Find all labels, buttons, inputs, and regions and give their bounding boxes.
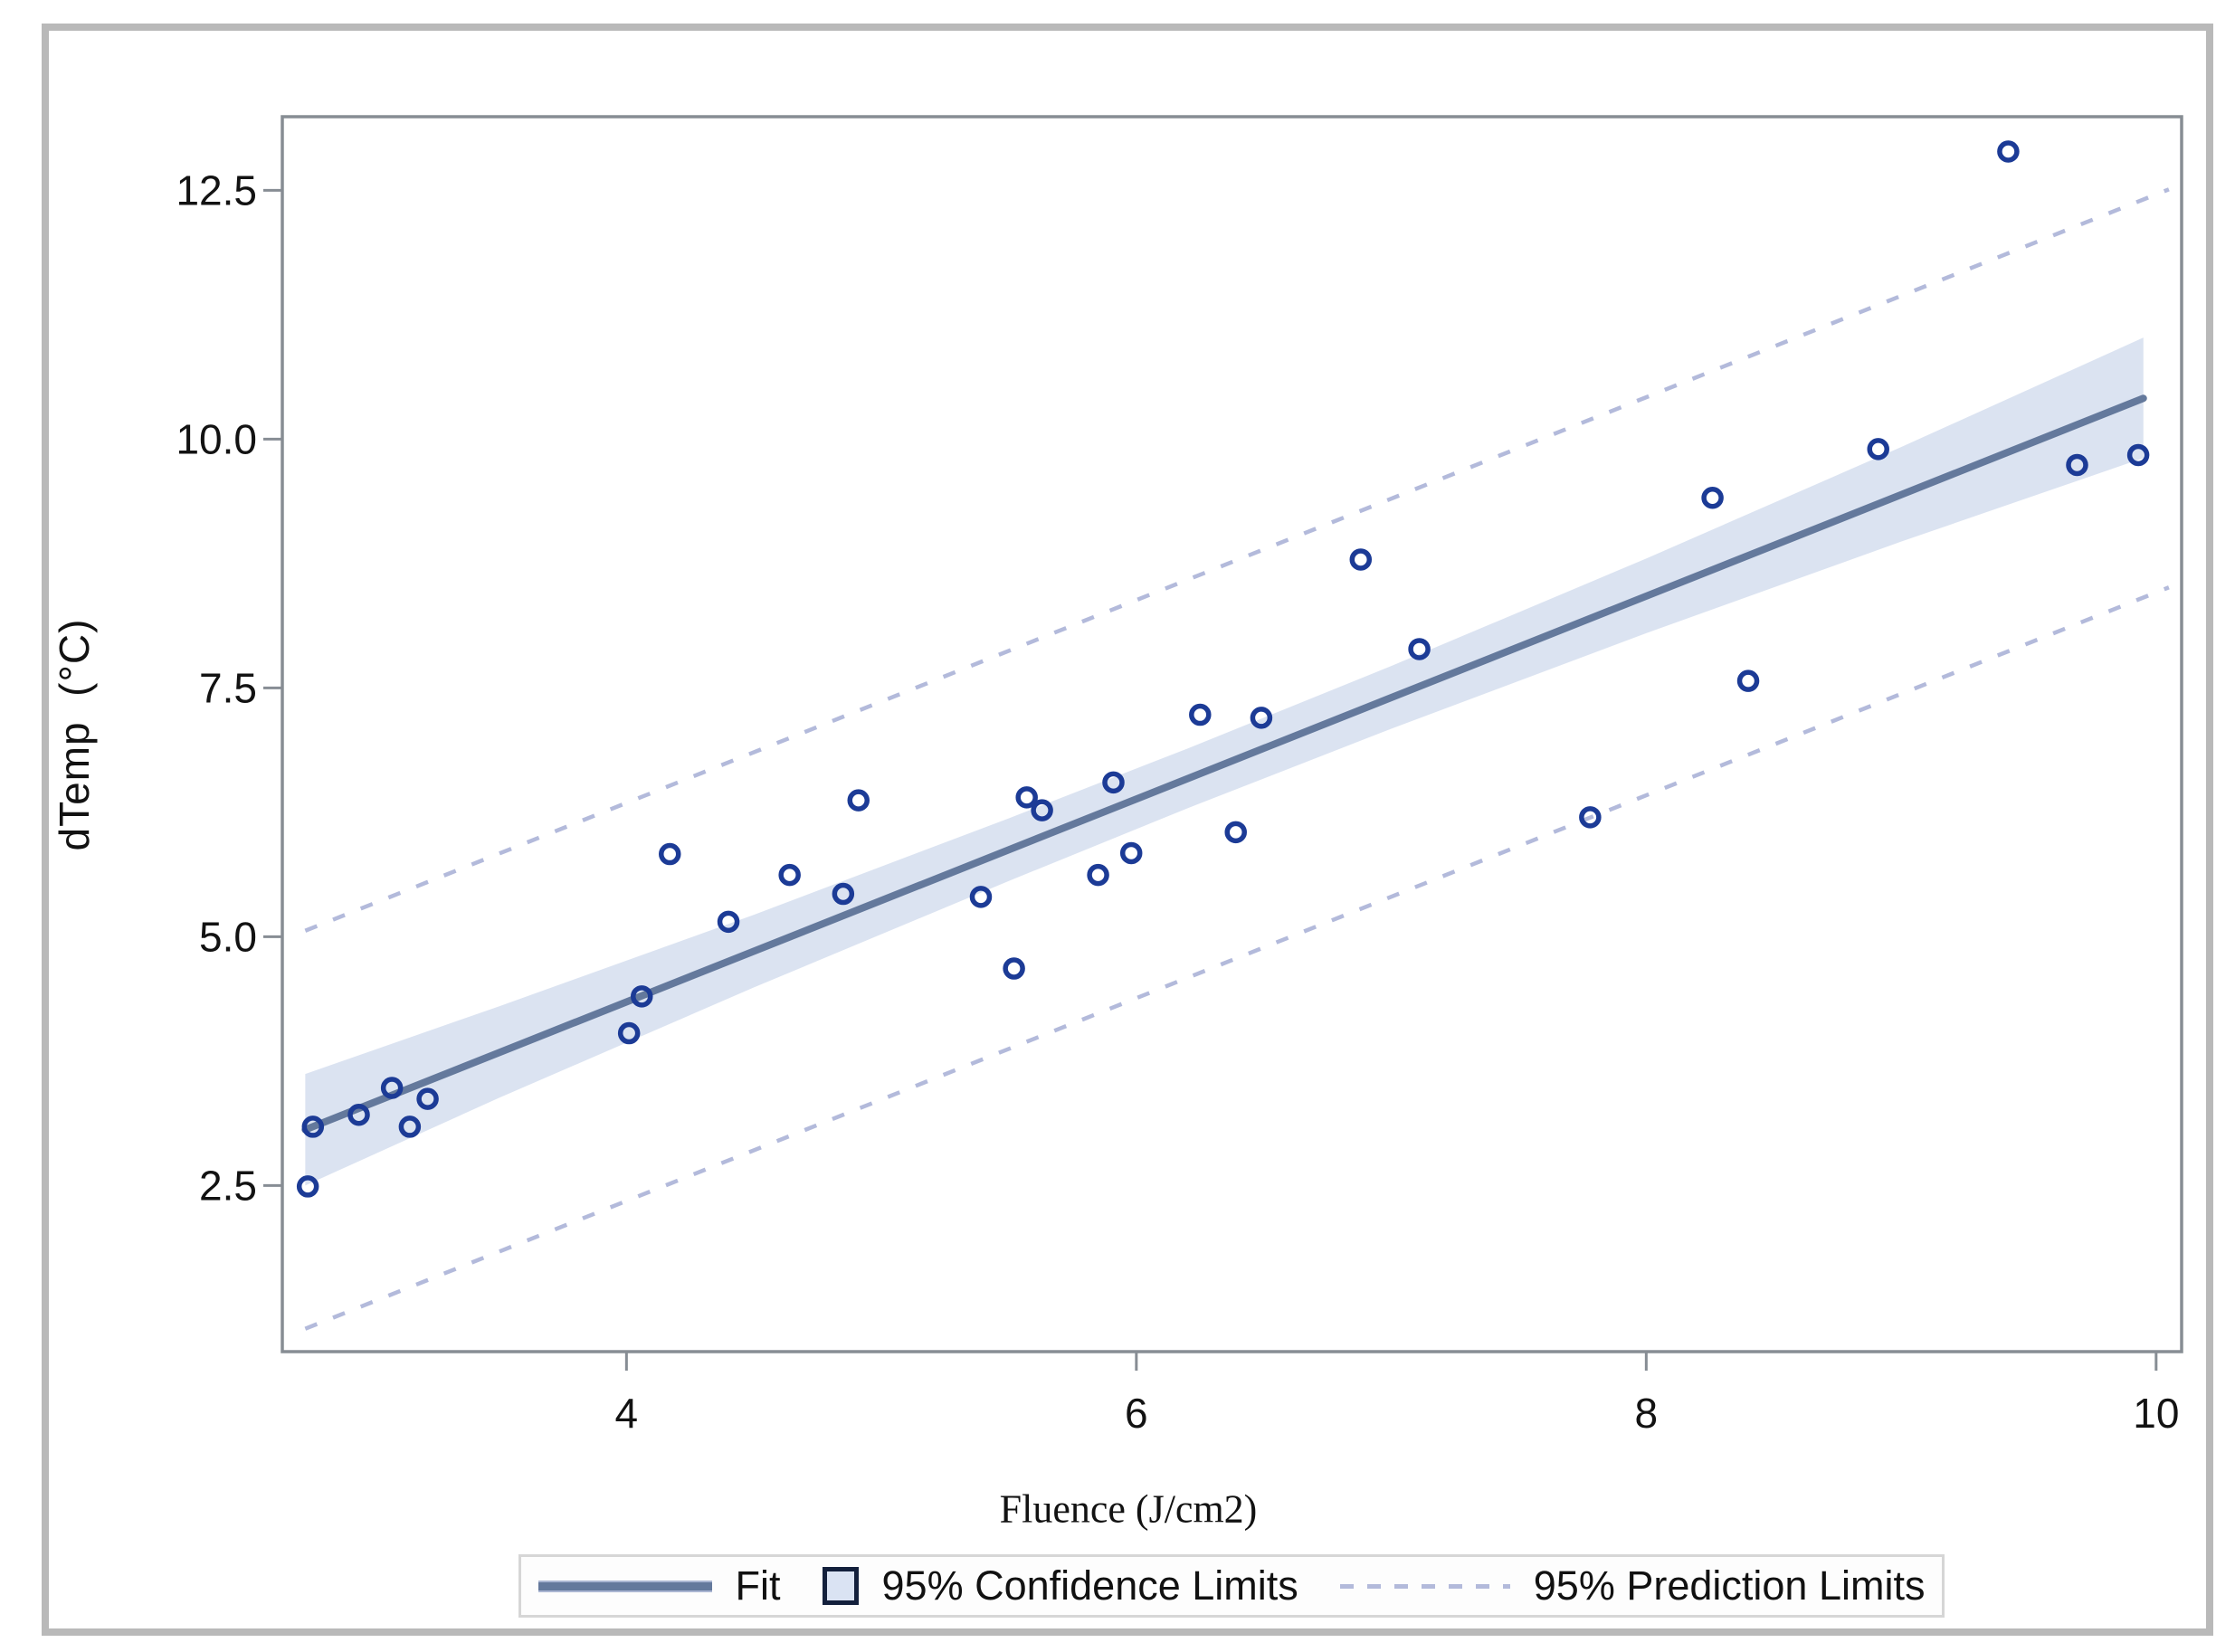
- scatter-point: [778, 863, 801, 887]
- prediction-limit-lower: [304, 585, 2170, 1331]
- scatter-point: [1087, 863, 1109, 887]
- y-tick-label: 7.5: [199, 664, 257, 711]
- scatter-point: [398, 1116, 422, 1138]
- scatter-point: [1701, 487, 1724, 509]
- y-axis-label: dTemp (°C): [51, 618, 98, 851]
- scatter-point: [1119, 841, 1143, 865]
- prediction-limits-swatch: [1339, 1583, 1510, 1589]
- x-tick-label: 6: [1125, 1390, 1148, 1437]
- legend-item-fit: Fit: [537, 1562, 781, 1609]
- scatter-point: [631, 985, 653, 1008]
- scatter-point: [1189, 703, 1212, 726]
- fit-line: [301, 394, 2147, 1134]
- y-tick-label: 10.0: [176, 415, 257, 462]
- legend-label-confidence: 95% Confidence Limits: [881, 1562, 1298, 1609]
- scatter-point: [1224, 821, 1247, 844]
- scatter-point: [659, 842, 681, 866]
- scatter-point: [1102, 771, 1125, 794]
- x-tick-label: 4: [615, 1390, 639, 1437]
- scatter-point: [617, 1021, 641, 1045]
- confidence-limits-swatch: [822, 1567, 859, 1605]
- scatter-point: [1015, 786, 1038, 809]
- scatter-point: [1349, 548, 1373, 571]
- scatter-point: [380, 1077, 404, 1099]
- scatter-point: [847, 789, 870, 812]
- legend-label-fit: Fit: [735, 1562, 781, 1609]
- x-tick-label: 8: [1635, 1390, 1659, 1437]
- scatter-point: [1250, 707, 1273, 729]
- y-tick-label: 5.0: [199, 913, 257, 960]
- y-tick-label: 2.5: [199, 1162, 257, 1209]
- scatter-point: [717, 910, 740, 934]
- scatter-point: [1736, 669, 1760, 692]
- x-axis-label: Fluence (J/cm2): [999, 1486, 1258, 1532]
- scatter-point: [969, 886, 993, 908]
- prediction-limit-upper: [304, 187, 2170, 933]
- scatter-point: [832, 882, 855, 906]
- scatter-point: [296, 1175, 319, 1198]
- legend-item-confidence: 95% Confidence Limits: [822, 1562, 1298, 1609]
- legend: Fit 95% Confidence Limits 95% Prediction…: [518, 1554, 1945, 1618]
- scatter-point: [301, 1116, 325, 1138]
- fit-line-swatch: [537, 1581, 712, 1590]
- scatter-point: [416, 1087, 439, 1110]
- scatter-point: [1997, 140, 2020, 163]
- scatter-point: [1408, 638, 1431, 660]
- legend-label-prediction: 95% Prediction Limits: [1533, 1562, 1926, 1609]
- scatter-point: [2066, 453, 2088, 477]
- scatter-point: [347, 1103, 370, 1126]
- scatter-point: [1003, 957, 1025, 980]
- plot-frame: [281, 115, 2183, 1353]
- scatter-point: [1867, 438, 1889, 460]
- scatter-point: [2126, 443, 2150, 467]
- legend-item-prediction: 95% Prediction Limits: [1339, 1562, 1926, 1609]
- y-tick-label: 12.5: [176, 166, 257, 214]
- scatter-point: [1031, 799, 1053, 821]
- x-tick-label: 10: [2133, 1390, 2179, 1437]
- scatter-point: [1579, 806, 1602, 829]
